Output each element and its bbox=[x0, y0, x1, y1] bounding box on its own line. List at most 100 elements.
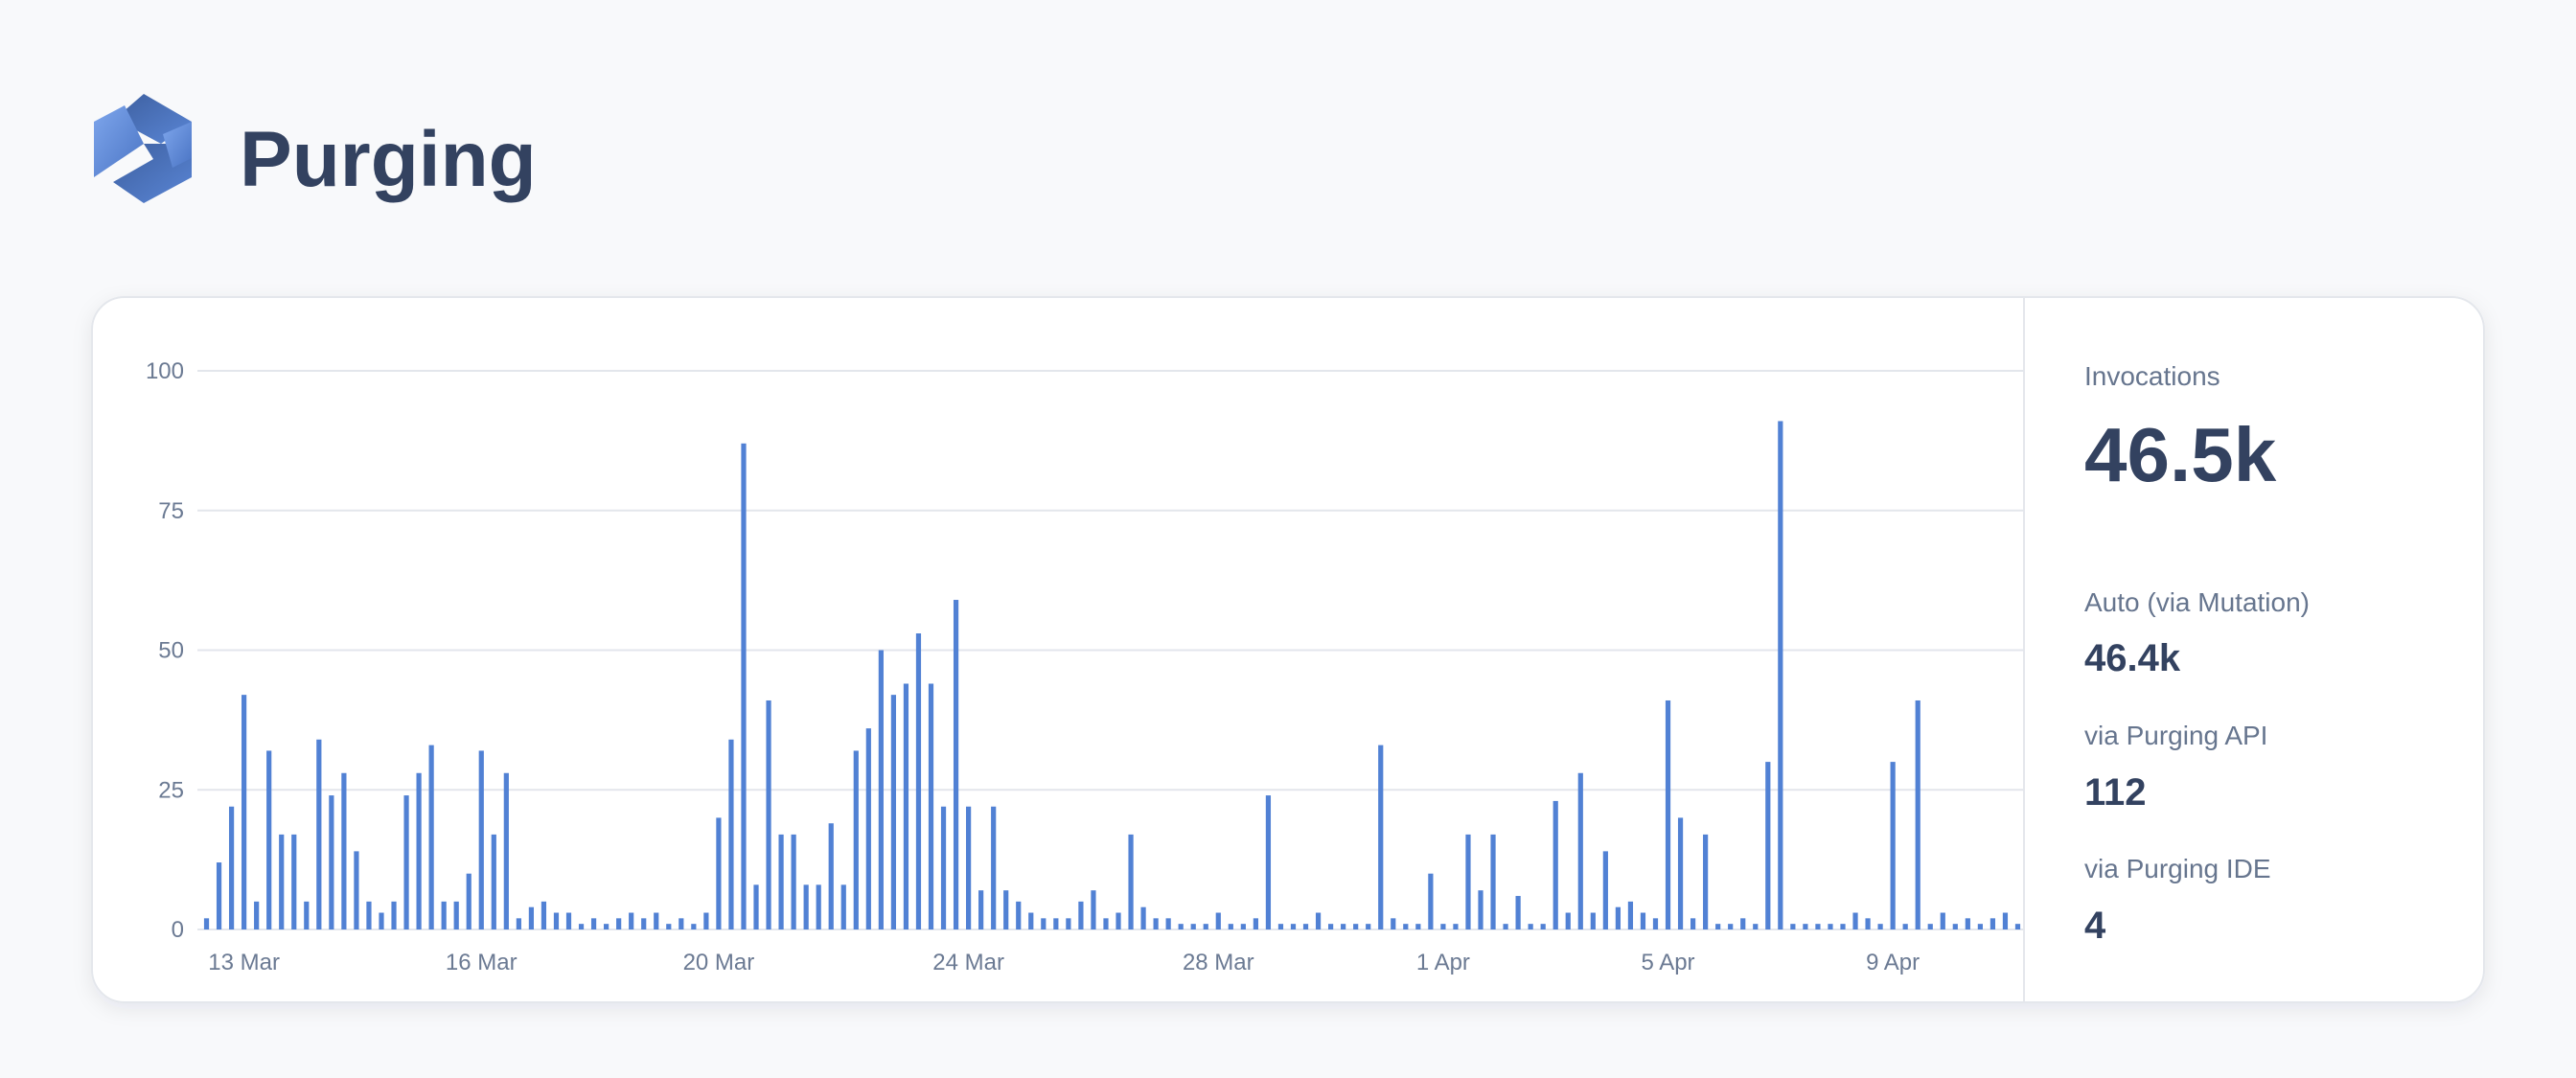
bar bbox=[1465, 834, 1471, 929]
bar bbox=[1277, 924, 1284, 929]
bar bbox=[1977, 924, 1983, 929]
bar bbox=[890, 695, 897, 929]
bar bbox=[366, 901, 372, 929]
bar bbox=[416, 772, 422, 929]
bar bbox=[741, 443, 747, 929]
bar bbox=[1677, 817, 1684, 929]
bar bbox=[1927, 924, 1933, 929]
bar bbox=[778, 834, 784, 929]
bar bbox=[2014, 924, 2021, 929]
bar bbox=[453, 901, 459, 929]
bar bbox=[1652, 918, 1659, 929]
x-tick-label: 24 Mar bbox=[932, 950, 1004, 975]
bar bbox=[1890, 762, 1896, 929]
bar bbox=[565, 912, 572, 929]
bar bbox=[1990, 918, 1996, 929]
bar bbox=[304, 901, 310, 929]
bar bbox=[1215, 912, 1221, 929]
bar bbox=[1165, 918, 1171, 929]
bar bbox=[1103, 918, 1109, 929]
bar bbox=[1041, 918, 1046, 929]
bar bbox=[616, 918, 622, 929]
bar bbox=[604, 924, 610, 929]
bar bbox=[1590, 912, 1596, 929]
bar bbox=[1615, 906, 1621, 929]
bar bbox=[1428, 873, 1434, 929]
bar bbox=[791, 834, 796, 929]
bar bbox=[590, 918, 597, 929]
stats: Invocations 46.5k Auto (via Mutation) 46… bbox=[2084, 361, 2310, 947]
bar bbox=[503, 772, 509, 929]
bar bbox=[840, 884, 846, 929]
bar bbox=[1265, 795, 1272, 929]
bar bbox=[1865, 918, 1871, 929]
bar bbox=[1753, 924, 1759, 929]
bar bbox=[1740, 918, 1746, 929]
page-title: Purging bbox=[240, 116, 537, 203]
bar bbox=[1091, 890, 1096, 929]
bar bbox=[629, 912, 634, 929]
bar bbox=[1828, 924, 1833, 929]
bar bbox=[816, 884, 821, 929]
logo bbox=[94, 94, 192, 203]
bar bbox=[853, 750, 859, 929]
bar bbox=[1478, 890, 1484, 929]
bar bbox=[266, 750, 272, 929]
bar bbox=[728, 739, 734, 929]
bar bbox=[216, 862, 222, 929]
bar bbox=[691, 924, 697, 929]
stat-label: Auto (via Mutation) bbox=[2084, 587, 2310, 617]
bar bbox=[1665, 700, 1671, 929]
bar bbox=[1453, 924, 1459, 929]
x-tick-label: 5 Apr bbox=[1642, 950, 1695, 975]
x-tick-label: 20 Mar bbox=[683, 950, 755, 975]
bar bbox=[329, 795, 334, 929]
bar bbox=[1503, 924, 1508, 929]
bar bbox=[1765, 762, 1771, 929]
bar bbox=[1640, 912, 1646, 929]
bar bbox=[915, 633, 922, 929]
bar bbox=[379, 912, 384, 929]
bar bbox=[1140, 906, 1146, 929]
bar bbox=[1815, 924, 1821, 929]
bar bbox=[1203, 924, 1208, 929]
bar bbox=[1728, 924, 1734, 929]
bar bbox=[1690, 918, 1696, 929]
bar bbox=[1078, 901, 1084, 929]
bar bbox=[1415, 924, 1421, 929]
bar bbox=[491, 834, 496, 929]
stat-value: 46.5k bbox=[2084, 412, 2277, 497]
bar bbox=[1353, 924, 1359, 929]
y-tick-label: 50 bbox=[158, 638, 184, 664]
bar bbox=[1515, 896, 1521, 929]
bar bbox=[1540, 924, 1546, 929]
bar bbox=[803, 884, 809, 929]
bar bbox=[1253, 918, 1258, 929]
bar bbox=[991, 806, 997, 929]
bar bbox=[553, 912, 560, 929]
x-tick-label: 9 Apr bbox=[1866, 950, 1920, 975]
bar bbox=[1627, 901, 1634, 929]
y-tick-label: 0 bbox=[172, 917, 184, 943]
bar bbox=[1440, 924, 1446, 929]
bar bbox=[716, 817, 722, 929]
bar bbox=[578, 924, 585, 929]
bar bbox=[903, 683, 909, 929]
bar bbox=[1778, 421, 1783, 930]
stat-label: via Purging IDE bbox=[2084, 854, 2271, 883]
x-tick-label: 13 Mar bbox=[208, 950, 280, 975]
bar bbox=[1552, 800, 1558, 929]
bar bbox=[1028, 912, 1034, 929]
chart: 0 25 50 75 100 13 Mar 16 Mar 20 Mar 24 Mar 28 Mar… bbox=[146, 358, 2024, 975]
bar bbox=[654, 912, 659, 929]
bar bbox=[1902, 924, 1908, 929]
bar bbox=[354, 851, 359, 929]
bar bbox=[478, 750, 484, 929]
x-tick-label: 28 Mar bbox=[1183, 950, 1254, 975]
stat-value: 46.4k bbox=[2084, 637, 2181, 679]
bar bbox=[766, 700, 771, 929]
bar bbox=[1016, 901, 1022, 929]
bar bbox=[1240, 924, 1246, 929]
